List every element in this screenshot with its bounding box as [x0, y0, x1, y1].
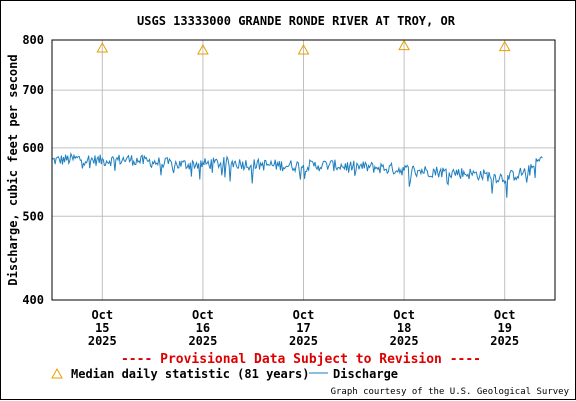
median-marker — [398, 39, 410, 51]
median-marker — [498, 40, 511, 52]
x-tick-label: Oct 19 2025 — [490, 308, 519, 348]
x-tick-label: Oct 15 2025 — [88, 308, 117, 348]
x-tick-label: Oct 16 2025 — [188, 308, 217, 348]
median-marker — [297, 43, 310, 55]
legend-median-label: Median daily statistic (81 years) — [71, 367, 309, 381]
x-tick-label: Oct 18 2025 — [390, 308, 419, 348]
plot-border — [51, 39, 556, 301]
provisional-notice: ---- Provisional Data Subject to Revisio… — [121, 352, 481, 367]
y-tick-label: 400 — [22, 293, 44, 307]
median-marker — [197, 43, 209, 55]
axis-ticks: 800 700 600 500 400 Oct 15 2025 Oct 16 2025 Oct 17 20… — [22, 33, 519, 348]
legend-discharge-label: Discharge — [333, 367, 398, 381]
chart-title: USGS 13333000 GRANDE RONDE RIVER AT TROY… — [137, 14, 456, 28]
discharge-line — [51, 151, 543, 198]
y-tick-label: 800 — [22, 33, 44, 47]
legend-median-marker-icon — [51, 367, 63, 379]
y-tick-label: 700 — [22, 83, 44, 97]
median-marker — [96, 42, 109, 53]
y-tick-label: 600 — [22, 141, 44, 155]
legend: Median daily statistic (81 years) Discha… — [51, 367, 398, 381]
y-tick-label: 500 — [22, 209, 44, 223]
y-axis-label: Discharge, cubic feet per second — [6, 54, 20, 285]
x-tick-label: Oct 17 2025 — [289, 308, 318, 348]
graph-credit: Graph courtesy of the U.S. Geological Su… — [331, 387, 570, 397]
series-layer — [51, 39, 543, 198]
